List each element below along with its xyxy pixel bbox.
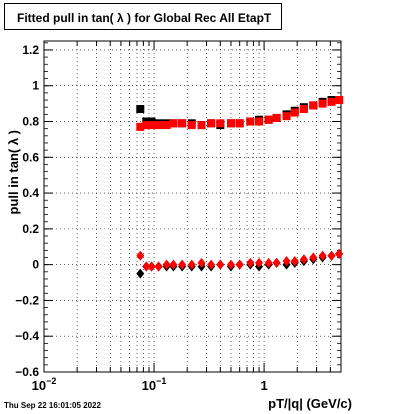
chart-title: Fitted pull in tan( λ ) for Global Rec A…: [17, 11, 272, 25]
data-point: [226, 259, 235, 270]
data-point: [136, 122, 145, 131]
data-point: [309, 252, 318, 263]
data-point: [178, 259, 187, 270]
data-point: [197, 257, 206, 268]
data-point: [318, 250, 327, 261]
y-tick-label: 1: [32, 79, 39, 93]
data-point: [299, 104, 308, 113]
data-point: [187, 259, 196, 270]
data-point: [290, 108, 299, 117]
data-point: [246, 117, 255, 126]
data-point: [272, 113, 281, 122]
data-point: [147, 261, 156, 272]
y-tick-label: 1.2: [22, 43, 39, 57]
data-point: [216, 119, 225, 128]
data-point: [142, 261, 151, 272]
data-point: [264, 115, 273, 124]
x-tick-label: 10−1: [142, 376, 167, 393]
data-point: [235, 259, 244, 270]
data-point: [290, 256, 299, 267]
y-tick-label: −0.4: [15, 329, 39, 343]
x-axis-label: pT/|q| (GeV/c): [268, 396, 352, 411]
data-point: [235, 119, 244, 128]
data-point: [136, 250, 145, 261]
data-point: [282, 256, 291, 267]
axis-ticks: [43, 41, 342, 373]
y-tick-label: 0: [32, 258, 39, 272]
data-point: [327, 97, 336, 106]
data-point: [207, 259, 216, 270]
data-point: [327, 250, 336, 261]
y-tick-label: −0.6: [15, 365, 39, 379]
y-tick-label: 0.6: [22, 150, 39, 164]
timestamp: Thu Sep 22 16:01:05 2022: [4, 401, 101, 410]
data-point: [142, 121, 151, 130]
data-point: [216, 259, 225, 270]
data-point: [162, 121, 171, 130]
data-point: [207, 119, 216, 128]
data-point: [246, 257, 255, 268]
data-point: [335, 248, 344, 259]
grid-lines: [43, 41, 342, 373]
data-point: [154, 261, 163, 272]
y-tick-label: 0.2: [22, 222, 39, 236]
data-point: [187, 121, 196, 130]
data-point: [197, 121, 206, 130]
data-point: [169, 119, 178, 128]
tick-labels: −0.6 −0.4 −0.2 0 0.2 0.4 0.6 0.8 1 1.2 10−2 10−1 1: [15, 43, 267, 393]
plot-frame: [43, 40, 342, 373]
data-point: [226, 119, 235, 128]
y-tick-label: 0.4: [22, 186, 39, 200]
data-point: [299, 254, 308, 265]
data-point: [309, 101, 318, 110]
x-tick-label: 1: [260, 378, 267, 393]
data-point: [255, 117, 264, 126]
data-point: [178, 119, 187, 128]
data-point: [154, 121, 163, 130]
data-point: [264, 257, 273, 268]
data-point: [136, 104, 145, 113]
data-point: [272, 257, 281, 268]
data-point: [318, 99, 327, 108]
data-point: [147, 121, 156, 130]
data-point: [282, 112, 291, 121]
data-point: [335, 96, 344, 105]
y-tick-label: 0.8: [22, 115, 39, 129]
y-tick-label: −0.2: [15, 293, 39, 307]
data-point: [162, 259, 171, 270]
data-point: [255, 257, 264, 268]
data-point: [169, 259, 178, 270]
y-axis-label: pull in tan( λ ): [6, 130, 21, 215]
x-tick-label: 10−2: [32, 376, 57, 393]
data-points: [136, 96, 344, 279]
data-point: [136, 268, 145, 279]
title-box: Fitted pull in tan( λ ) for Global Rec A…: [4, 3, 282, 30]
